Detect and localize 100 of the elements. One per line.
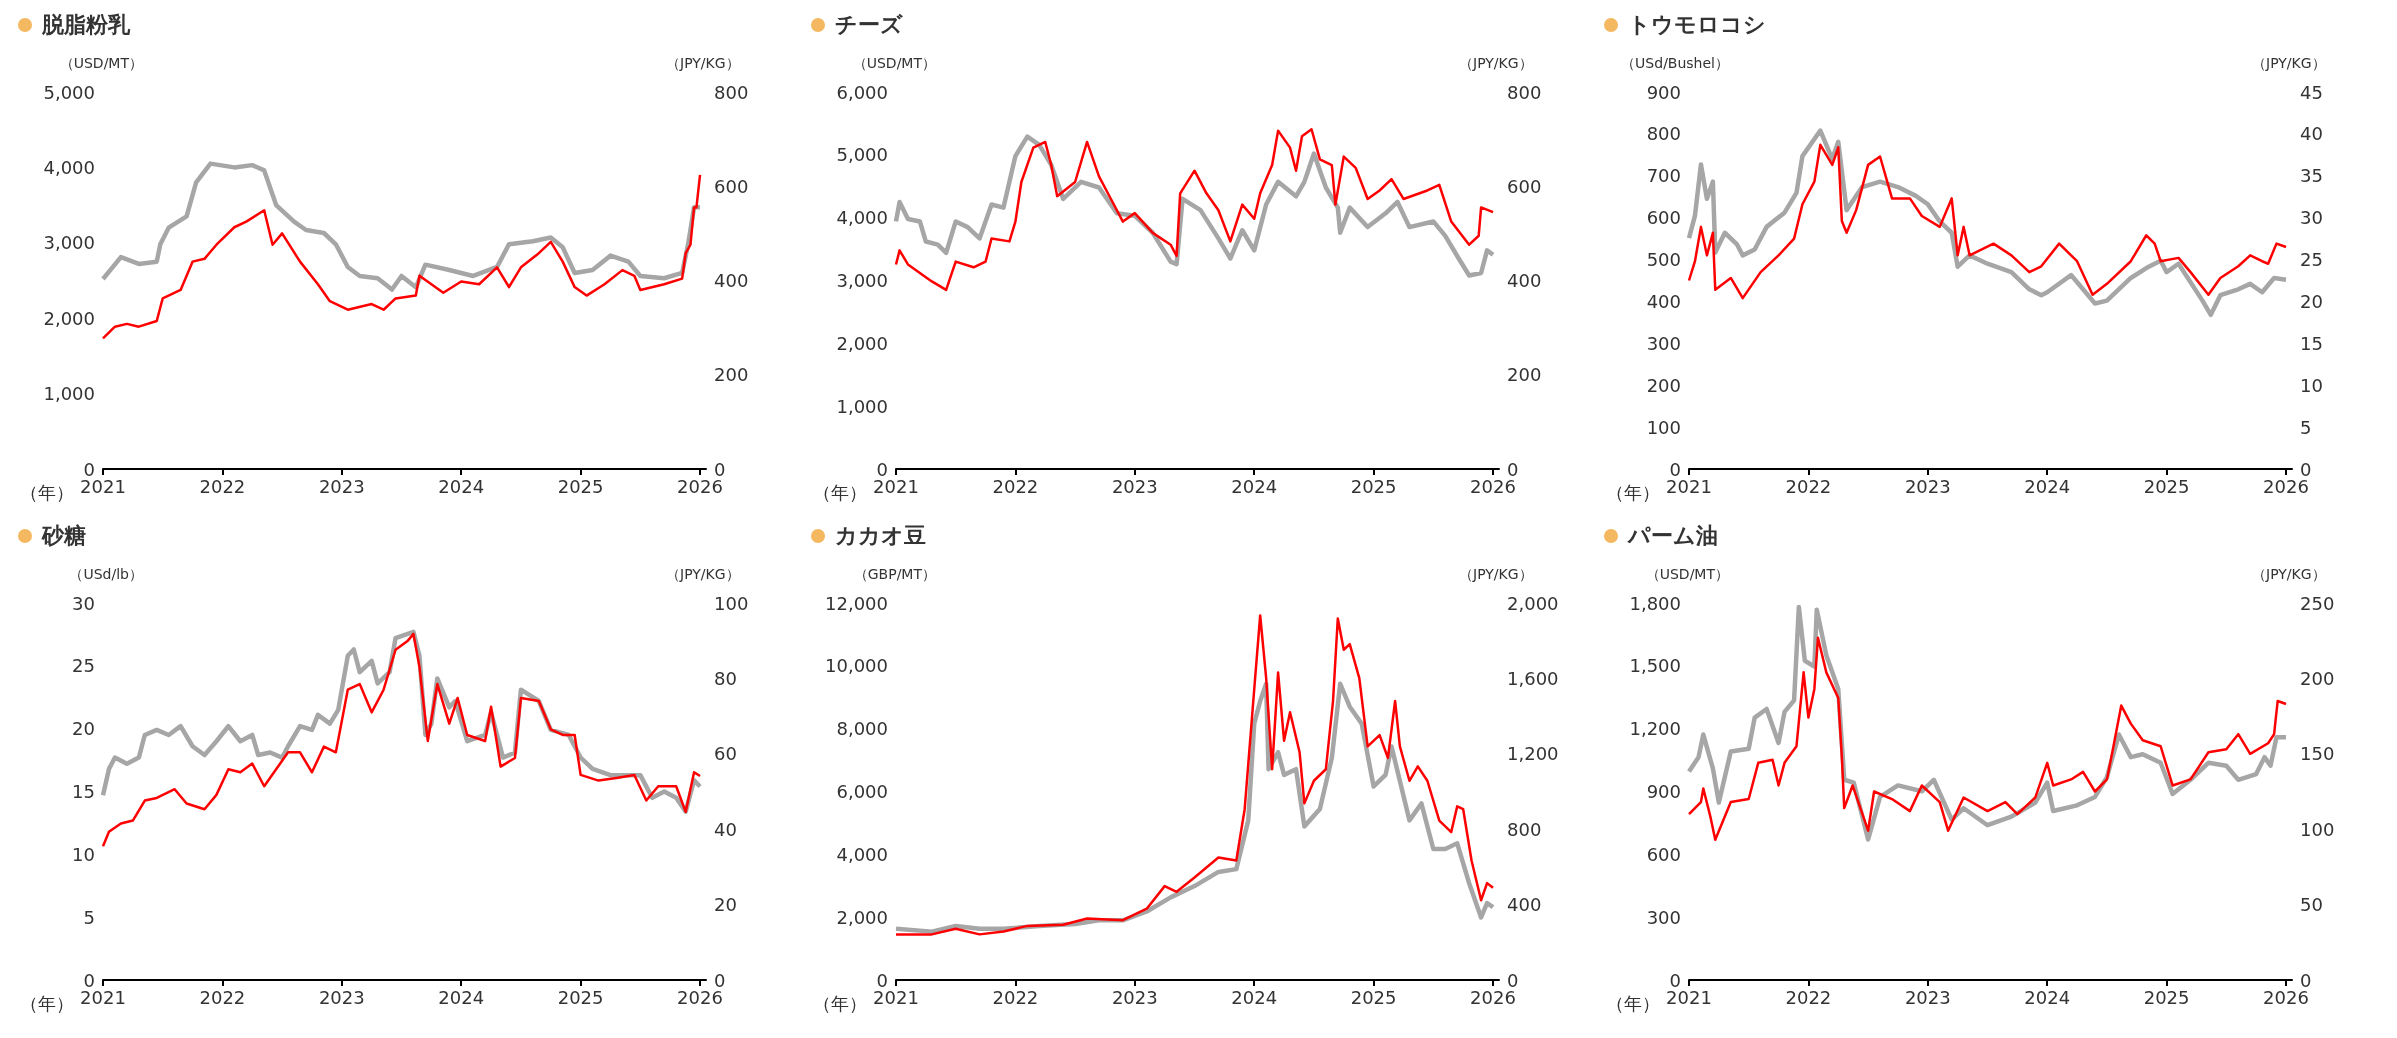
y-tick-label: 10,000 <box>825 655 888 677</box>
y-tick-label: 700 <box>1646 165 1681 187</box>
y2-tick-label: 200 <box>714 364 749 386</box>
y-tick-label: 600 <box>1646 843 1681 865</box>
y-tick-label: 8,000 <box>836 718 888 740</box>
line-series <box>1687 143 2288 300</box>
y2-tick-label: 150 <box>2300 743 2335 765</box>
y2-tick-label: 50 <box>2300 894 2323 916</box>
y-tick-label: 500 <box>1646 249 1681 271</box>
x-tick-label: 2025 <box>2143 475 2190 497</box>
x-tick-label: 2025 <box>557 986 604 1008</box>
x-tick-label: 2022 <box>1785 475 1832 497</box>
x-tick-label: 2022 <box>1785 986 1832 1008</box>
y2-tick-label: 5 <box>2300 416 2312 438</box>
y2-tick-label: 80 <box>714 667 737 689</box>
y-tick-label: 200 <box>1646 374 1681 396</box>
chart-title: チーズ <box>835 11 903 39</box>
y-tick-label: 2,000 <box>43 307 95 329</box>
y-tick-label: 4,000 <box>836 207 888 229</box>
y2-tick-label: 100 <box>714 592 749 614</box>
y-axis-title: （USd/Bushel） <box>1621 55 1729 71</box>
y2-axis-title: （JPY/KG） <box>1459 566 1533 582</box>
y-tick-label: 4,000 <box>43 156 95 178</box>
y-tick-label: 100 <box>1646 416 1681 438</box>
y2-tick-label: 800 <box>1507 81 1542 103</box>
line-series <box>893 681 1496 934</box>
y2-tick-label: 800 <box>714 81 749 103</box>
chart-title: パーム油 <box>1628 522 1718 550</box>
y2-tick-label: 600 <box>714 175 749 197</box>
y2-tick-label: 250 <box>2300 592 2335 614</box>
y-tick-label: 2,000 <box>836 906 888 928</box>
y2-tick-label: 20 <box>714 894 737 916</box>
y-tick-label: 900 <box>1646 781 1681 802</box>
y2-tick-label: 1,200 <box>1507 743 1559 765</box>
y-tick-label: 5,000 <box>43 81 95 103</box>
y2-axis-title: （JPY/KG） <box>2252 55 2326 71</box>
y-tick-label: 800 <box>1646 123 1681 145</box>
y2-tick-label: 60 <box>714 743 737 765</box>
y2-tick-label: 40 <box>714 818 737 840</box>
x-tick-label: 2023 <box>1111 475 1158 497</box>
x-axis-title: （年） <box>1606 481 1661 503</box>
y2-axis-title: （JPY/KG） <box>666 566 740 582</box>
y-tick-label: 4,000 <box>836 843 888 865</box>
y2-tick-label: 400 <box>714 270 749 291</box>
y-tick-label: 300 <box>1646 332 1681 354</box>
x-tick-label: 2024 <box>438 475 485 497</box>
x-tick-label: 2023 <box>1111 986 1158 1008</box>
line-series <box>101 632 702 848</box>
x-tick-label: 2022 <box>199 475 246 497</box>
y2-axis-title: （JPY/KG） <box>1459 55 1533 71</box>
x-tick-label: 2024 <box>2024 986 2071 1008</box>
y2-axis-title: （JPY/KG） <box>2252 566 2326 582</box>
y-tick-label: 3,000 <box>43 232 95 254</box>
y-tick-label: 900 <box>1646 81 1681 103</box>
y2-tick-label: 400 <box>1507 270 1542 291</box>
y2-tick-label: 25 <box>2300 249 2323 271</box>
x-tick-label: 2024 <box>438 986 485 1008</box>
x-axis-title: （年） <box>20 992 75 1014</box>
y2-tick-label: 800 <box>1507 818 1542 840</box>
x-tick-label: 2022 <box>992 986 1039 1008</box>
x-tick-label: 2025 <box>1350 475 1397 497</box>
y-tick-label: 6,000 <box>836 781 888 802</box>
x-tick-label: 2023 <box>318 475 365 497</box>
y-tick-label: 6,000 <box>836 81 888 103</box>
y2-tick-label: 45 <box>2300 81 2323 103</box>
y2-tick-label: 2,000 <box>1507 592 1559 614</box>
y2-tick-label: 40 <box>2300 123 2323 145</box>
y-tick-label: 15 <box>72 781 95 802</box>
line-series <box>100 161 703 292</box>
y-axis-title: （USd/lb） <box>69 566 143 582</box>
y-axis-title: （GBP/MT） <box>853 566 936 582</box>
x-axis-title: （年） <box>1606 992 1661 1014</box>
y-tick-label: 1,000 <box>836 395 888 417</box>
x-tick-label: 2025 <box>2143 986 2190 1008</box>
y2-tick-label: 200 <box>1507 364 1542 386</box>
y-tick-label: 30 <box>72 592 95 614</box>
y2-axis-title: （JPY/KG） <box>666 55 740 71</box>
y2-tick-label: 400 <box>1507 894 1542 916</box>
y2-tick-label: 35 <box>2300 165 2323 187</box>
y-axis-title: （USD/MT） <box>852 55 936 71</box>
x-tick-label: 2022 <box>992 475 1039 497</box>
y-tick-label: 10 <box>72 843 95 865</box>
x-tick-label: 2023 <box>318 986 365 1008</box>
y-tick-label: 1,800 <box>1629 592 1681 614</box>
y-tick-label: 1,200 <box>1629 718 1681 740</box>
y-tick-label: 2,000 <box>836 332 888 354</box>
x-tick-label: 2025 <box>1350 986 1397 1008</box>
x-tick-label: 2024 <box>1231 986 1278 1008</box>
line-series <box>894 614 1495 936</box>
y2-tick-label: 15 <box>2300 332 2323 354</box>
x-tick-label: 2022 <box>199 986 246 1008</box>
y2-tick-label: 20 <box>2300 290 2323 312</box>
chart-title: 脱脂粉乳 <box>42 11 130 39</box>
x-axis-title: （年） <box>813 481 868 503</box>
y-axis-title: （USD/MT） <box>59 55 143 71</box>
x-tick-label: 2024 <box>1231 475 1278 497</box>
y-tick-label: 600 <box>1646 207 1681 229</box>
x-tick-label: 2023 <box>1904 475 1951 497</box>
y-tick-label: 3,000 <box>836 270 888 291</box>
y2-tick-label: 30 <box>2300 207 2323 229</box>
